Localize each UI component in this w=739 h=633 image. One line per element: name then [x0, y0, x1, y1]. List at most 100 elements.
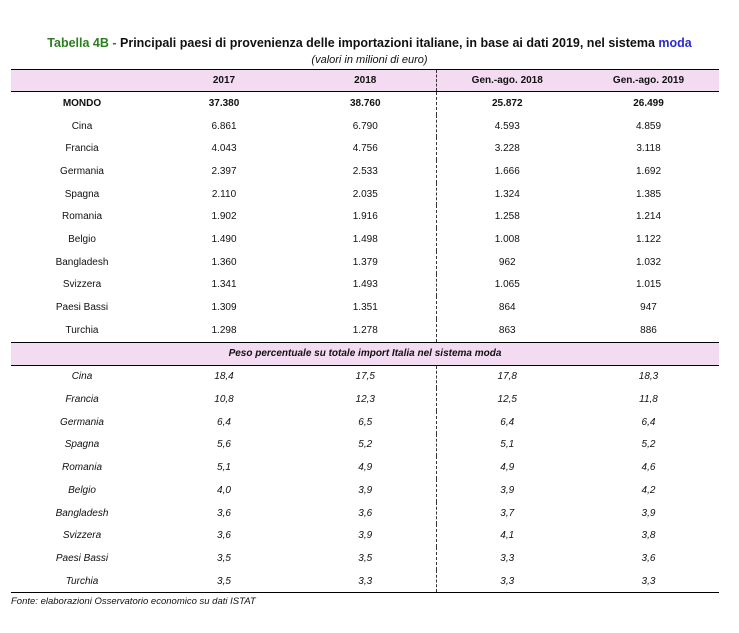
table-row: Spagna 5,6 5,2 5,1 5,2: [11, 433, 719, 457]
table-subtitle: (valori in milioni di euro): [311, 54, 428, 66]
country-cell: Francia: [65, 394, 99, 406]
section-header-row: Peso percentuale su totale import Italia…: [11, 341, 719, 366]
value-cell: 1.309: [211, 302, 237, 314]
country-cell: Spagna: [64, 188, 100, 200]
header-row: 2017 2018 Gen.-ago. 2018 Gen.-ago. 2019: [11, 69, 719, 92]
value-cell: 1.379: [352, 256, 378, 268]
percent-cell: 3,3: [295, 569, 436, 594]
column-header: Gen.-ago. 2019: [578, 69, 719, 92]
country-cell: Romania: [61, 211, 103, 223]
percent-cell: 3,5: [217, 552, 231, 564]
value-cell: 1.493: [352, 279, 378, 291]
table-row: Paesi Bassi 3,5 3,5 3,3 3,6: [11, 547, 719, 570]
column-header: Gen.-ago. 2018: [435, 69, 578, 92]
percent-cell: 3,5: [358, 552, 373, 564]
value-cell: 1.360: [211, 256, 237, 268]
percent-cell: 4,1: [435, 524, 578, 548]
percent-cell: 4,9: [435, 456, 578, 479]
percent-cell: 18,4: [214, 371, 234, 383]
value-cell: 1.008: [435, 228, 578, 251]
percent-cell: 3,9: [358, 484, 373, 496]
table-title-highlight: moda: [658, 36, 692, 50]
value-cell: 1.902: [211, 211, 237, 223]
value-cell: 1.258: [435, 205, 578, 229]
value-cell: 2.110: [211, 188, 237, 200]
country-cell: Belgio: [68, 484, 96, 496]
value-cell: 1.692: [635, 165, 662, 177]
country-cell: Spagna: [64, 439, 100, 451]
country-cell: Bangladesh: [55, 507, 109, 519]
country-cell: Cina: [71, 120, 93, 132]
percent-cell: 5,1: [435, 433, 578, 457]
table-row: Paesi Bassi 1.309 1.351 864 947: [11, 296, 719, 319]
table-row: Germania 6,4 6,5 6,4 6,4: [11, 410, 719, 434]
percent-cell: 6,4: [217, 416, 231, 428]
table-row: Turchia 1.298 1.278 863 886: [11, 318, 719, 343]
country-cell: Belgio: [68, 233, 96, 245]
table-row: Germania 2.397 2.533 1.666 1.692: [11, 160, 719, 183]
value-cell: 1.065: [435, 273, 578, 297]
value-cell: 38.760: [349, 97, 381, 109]
table-row: Svizzera 3,6 3,9 4,1 3,8: [11, 524, 719, 548]
value-cell: 37.380: [208, 97, 240, 109]
percent-cell: 3,9: [358, 530, 373, 542]
table-row: Belgio 1.490 1.498 1.008 1.122: [11, 228, 719, 251]
percent-cell: 3,5: [153, 569, 295, 594]
country-cell: Paesi Bassi: [55, 302, 109, 314]
percent-cell: 12,3: [355, 394, 375, 406]
percent-cell: 3,8: [641, 530, 656, 542]
imports-table: 2017 2018 Gen.-ago. 2018 Gen.-ago. 2019 MOND…: [11, 69, 719, 594]
table-row: Belgio 4,0 3,9 3,9 4,2: [11, 479, 719, 502]
country-cell: Turchia: [11, 569, 153, 594]
value-cell: 1.351: [352, 302, 378, 314]
percent-cell: 4,6: [641, 462, 656, 474]
percent-cell: 6,5: [358, 416, 373, 428]
value-cell: 2.397: [211, 165, 237, 177]
value-cell: 1.385: [635, 188, 662, 200]
value-cell: 1.278: [352, 324, 378, 336]
table-number: Tabella 4B -: [47, 36, 117, 50]
column-header: 2017: [153, 69, 295, 92]
percent-cell: 4,2: [641, 484, 656, 496]
value-cell: 1.032: [635, 256, 662, 268]
percent-cell: 4,9: [358, 462, 373, 474]
percent-cell: 5,2: [358, 439, 373, 451]
country-cell: Turchia: [65, 324, 99, 336]
value-cell: 4.859: [635, 120, 662, 132]
country-cell: Bangladesh: [55, 256, 109, 268]
country-cell: Paesi Bassi: [55, 552, 109, 564]
value-cell: 947: [640, 302, 657, 314]
country-cell: Romania: [61, 462, 103, 474]
country-cell: Francia: [65, 143, 99, 155]
total-row: MONDO 37.380 38.760 25.872 26.499: [11, 91, 719, 115]
value-cell: 1.666: [435, 160, 578, 183]
percent-cell: 3,3: [435, 547, 578, 570]
percent-cell: 3,9: [435, 479, 578, 502]
percent-cell: 3,7: [435, 501, 578, 525]
percent-cell: 3,3: [578, 569, 719, 594]
value-cell: 1.490: [211, 233, 237, 245]
percent-cell: 12,5: [435, 388, 578, 411]
percent-cell: 3,6: [217, 507, 231, 519]
value-cell: 1.341: [211, 279, 237, 291]
percent-cell: 5,2: [641, 439, 656, 451]
country-cell: Germania: [60, 165, 104, 177]
value-cell: 1.324: [435, 182, 578, 206]
column-header: [11, 69, 153, 92]
value-cell: 962: [435, 250, 578, 274]
value-cell: 25.872: [435, 91, 578, 115]
country-cell: Germania: [60, 416, 104, 428]
value-cell: 1.122: [635, 233, 662, 245]
value-cell: 1.916: [352, 211, 378, 223]
country-cell: MONDO: [62, 97, 102, 109]
value-cell: 863: [435, 318, 578, 343]
country-cell: Svizzera: [62, 279, 102, 291]
percent-cell: 5,1: [217, 462, 231, 474]
percent-cell: 5,6: [217, 439, 231, 451]
table-row: Turchia 3,5 3,3 3,3 3,3: [11, 569, 719, 594]
value-cell: 1.015: [635, 279, 662, 291]
percent-cell: 6,4: [641, 416, 656, 428]
table-row: Bangladesh 3,6 3,6 3,7 3,9: [11, 501, 719, 525]
percent-cell: 3,6: [641, 552, 656, 564]
section-title: Peso percentuale su totale import Italia…: [11, 341, 719, 366]
